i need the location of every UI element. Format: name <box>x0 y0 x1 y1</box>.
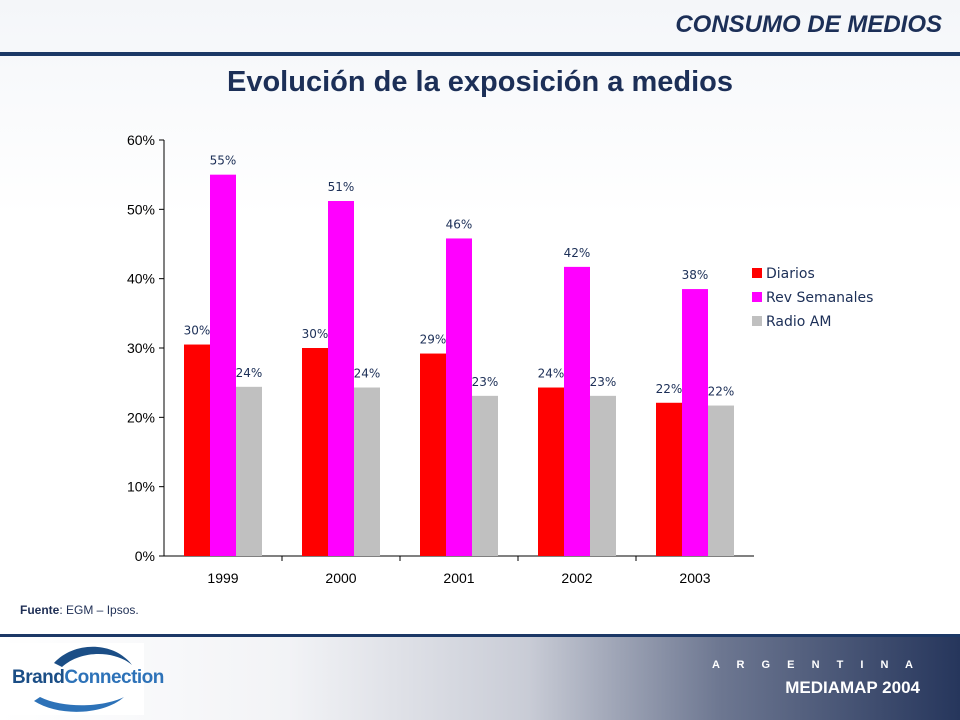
data-label: 22% <box>708 385 735 399</box>
logo-word-connection: Connection <box>64 667 164 688</box>
x-tick-label: 2001 <box>443 570 474 586</box>
data-label: 24% <box>538 367 565 381</box>
footer-band: BrandConnection A R G E N T I N A MEDIAM… <box>0 637 960 720</box>
legend-swatch <box>752 316 762 326</box>
bar-rev-semanales <box>446 238 472 556</box>
data-label: 51% <box>328 180 355 194</box>
logo-wordmark: BrandConnection <box>12 667 164 689</box>
legend-label: Diarios <box>766 266 815 282</box>
y-tick-label: 40% <box>127 271 155 287</box>
y-tick-label: 60% <box>127 132 155 148</box>
data-label: 24% <box>354 367 381 381</box>
bar-radio-am <box>708 405 734 556</box>
bar-radio-am <box>236 386 262 556</box>
footer-country: A R G E N T I N A <box>711 659 920 671</box>
data-label: 30% <box>302 327 329 341</box>
bar-diarios <box>302 348 328 556</box>
x-tick-label: 2003 <box>679 570 710 586</box>
y-tick-label: 0% <box>135 548 155 564</box>
x-tick-label: 1999 <box>207 570 238 586</box>
data-label: 38% <box>682 268 709 282</box>
x-tick-label: 2002 <box>561 570 592 586</box>
source-label: Fuente <box>20 603 60 617</box>
bar-diarios <box>538 387 564 556</box>
bar-rev-semanales <box>328 201 354 556</box>
logo-swoosh-icon <box>34 646 132 712</box>
source-text: : EGM – Ipsos. <box>59 603 139 617</box>
y-tick-label: 30% <box>127 340 155 356</box>
bar-diarios <box>184 344 210 556</box>
bar-rev-semanales <box>682 289 708 556</box>
bar-radio-am <box>472 395 498 556</box>
footer-divider <box>0 634 960 637</box>
data-label: 24% <box>236 366 263 380</box>
legend-label: Radio AM <box>766 314 831 330</box>
logo-word-brand: Brand <box>12 667 65 688</box>
bar-diarios <box>656 402 682 556</box>
data-label: 23% <box>472 375 499 389</box>
data-label: 46% <box>446 217 473 231</box>
data-label: 23% <box>590 375 617 389</box>
data-label: 42% <box>564 246 591 260</box>
section-title: CONSUMO DE MEDIOS <box>675 11 942 38</box>
legend-label: Rev Semanales <box>766 290 873 306</box>
bar-rev-semanales <box>210 174 236 556</box>
header-divider <box>0 52 960 56</box>
y-tick-label: 20% <box>127 409 155 425</box>
y-tick-label: 50% <box>127 201 155 217</box>
data-label: 55% <box>210 154 237 168</box>
footer-brand: MEDIAMAP 2004 <box>785 678 920 697</box>
bar-diarios <box>420 353 446 556</box>
data-label: 22% <box>656 382 683 396</box>
x-tick-label: 2000 <box>325 570 356 586</box>
bar-rev-semanales <box>564 266 590 556</box>
y-tick-label: 10% <box>127 479 155 495</box>
legend-swatch <box>752 268 762 278</box>
data-label: 29% <box>420 333 447 347</box>
bar-radio-am <box>354 387 380 556</box>
bar-radio-am <box>590 395 616 556</box>
source-note: Fuente: EGM – Ipsos. <box>20 603 139 617</box>
brandconnection-logo: BrandConnection <box>4 643 164 715</box>
legend-swatch <box>752 292 762 302</box>
page-title: Evolución de la exposición a medios <box>226 66 734 98</box>
data-label: 30% <box>184 324 211 338</box>
